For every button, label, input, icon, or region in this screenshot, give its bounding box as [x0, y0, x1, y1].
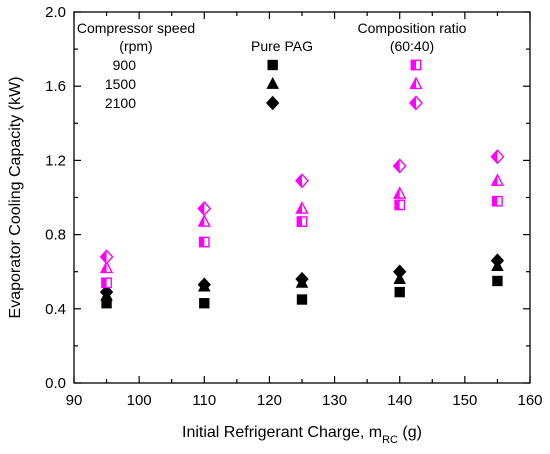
- diamond-marker-shape: [490, 253, 505, 268]
- x-axis-label-subscript: RC: [382, 434, 398, 446]
- triangle-marker-fill: [100, 260, 107, 273]
- data-point-square-half: [198, 236, 210, 248]
- x-tick-label: 110: [192, 392, 216, 409]
- x-axis-label-main: Initial Refrigerant Charge, m: [182, 424, 382, 441]
- triangle-marker-fill: [197, 214, 205, 227]
- square-marker-fill: [394, 199, 400, 211]
- legend-composition-diamond-half-icon: [409, 95, 423, 111]
- legend-speed-1500: 1500: [105, 76, 136, 92]
- triangle-marker-fill: [295, 201, 302, 214]
- data-point-square: [394, 286, 405, 298]
- legend-pure-pag-triangle-icon: [266, 76, 279, 89]
- x-tick-label: 150: [452, 392, 477, 409]
- square-marker-shape: [394, 286, 405, 298]
- x-tick-label: 100: [127, 392, 152, 409]
- data-point-diamond-half: [490, 149, 505, 165]
- plot-frame: [73, 11, 531, 384]
- legend-pure-pag-header: Pure PAG: [251, 38, 313, 54]
- square-marker-fill: [296, 216, 302, 227]
- data-point-triangle-half: [197, 214, 211, 227]
- data-point-diamond-half: [392, 158, 407, 174]
- data-point-square-half: [394, 199, 406, 211]
- diamond-marker-shape: [393, 264, 407, 279]
- x-tick-label: 140: [387, 392, 412, 409]
- data-point-diamond: [99, 284, 114, 300]
- diamond-marker-fill: [393, 158, 400, 174]
- triangle-marker-shape: [266, 76, 279, 89]
- square-marker-fill: [410, 59, 416, 71]
- y-tick-label: 2.0: [45, 4, 66, 21]
- triangle-marker-fill: [393, 186, 400, 199]
- data-point-triangle-half: [99, 260, 114, 274]
- legend-pure-pag-diamond-icon: [266, 95, 280, 111]
- diamond-marker-fill: [295, 173, 302, 189]
- diamond-marker-shape: [295, 271, 309, 287]
- data-point-diamond-half: [197, 201, 212, 217]
- legend-speed-unit: (rpm): [119, 38, 152, 54]
- triangle-marker-fill: [491, 173, 498, 186]
- data-point-square: [492, 275, 503, 287]
- y-tick-label: 0.8: [45, 227, 66, 244]
- data-point-diamond: [393, 264, 407, 279]
- square-marker-shape: [492, 275, 503, 287]
- x-tick-label: 120: [257, 392, 282, 409]
- square-marker-fill: [492, 196, 498, 207]
- data-point-diamond-half: [99, 249, 114, 265]
- diamond-marker-shape: [266, 95, 280, 111]
- data-point-square-half: [296, 216, 308, 227]
- legend-speed-2100: 2100: [105, 95, 136, 111]
- data-point-diamond: [490, 253, 505, 268]
- data-point-triangle-half: [490, 173, 505, 186]
- square-marker-fill: [199, 236, 205, 248]
- data-point-diamond: [295, 271, 309, 287]
- legend-composition-ratio: (60:40): [390, 38, 434, 54]
- y-axis-label: Evaporator Cooling Capacity (kW): [7, 77, 24, 319]
- data-point-triangle-half: [295, 201, 309, 214]
- legend-composition-triangle-half-icon: [409, 76, 423, 90]
- data-point-square: [199, 298, 210, 309]
- triangle-marker-fill: [409, 76, 416, 89]
- y-tick-label: 0.4: [45, 301, 66, 318]
- square-marker-fill: [101, 277, 107, 289]
- x-tick-label: 90: [66, 392, 83, 409]
- diamond-marker-shape: [197, 277, 211, 292]
- legend-speed-900: 900: [113, 57, 137, 73]
- x-tick-label: 160: [517, 392, 542, 409]
- legend-pure-pag-square-icon: [267, 59, 278, 71]
- diamond-marker-fill: [197, 201, 205, 216]
- data-point-diamond: [197, 277, 211, 292]
- y-tick-label: 1.6: [45, 78, 66, 95]
- legend-composition-square-half-icon: [410, 59, 422, 71]
- square-marker-shape: [267, 59, 278, 71]
- diamond-marker-fill: [409, 95, 416, 111]
- data-point-square: [296, 294, 308, 305]
- y-tick-label: 1.2: [45, 152, 66, 169]
- diamond-marker-fill: [490, 149, 498, 164]
- diamond-marker-fill: [99, 249, 107, 265]
- x-axis-label: Initial Refrigerant Charge, mRC (g): [182, 424, 422, 446]
- data-point-triangle-half: [393, 186, 407, 199]
- legend-composition-header: Composition ratio: [358, 20, 467, 36]
- square-marker-shape: [199, 298, 210, 309]
- y-tick-label: 0.0: [45, 375, 66, 392]
- data-point-square-half: [101, 277, 112, 289]
- square-marker-shape: [296, 294, 308, 305]
- data-point-diamond-half: [295, 173, 309, 189]
- diamond-marker-shape: [99, 284, 114, 300]
- data-point-square-half: [492, 195, 503, 207]
- x-axis-label-unit: (g): [398, 424, 422, 441]
- x-tick-label: 130: [322, 392, 347, 409]
- legend-speed-header: Compressor speed: [77, 20, 195, 36]
